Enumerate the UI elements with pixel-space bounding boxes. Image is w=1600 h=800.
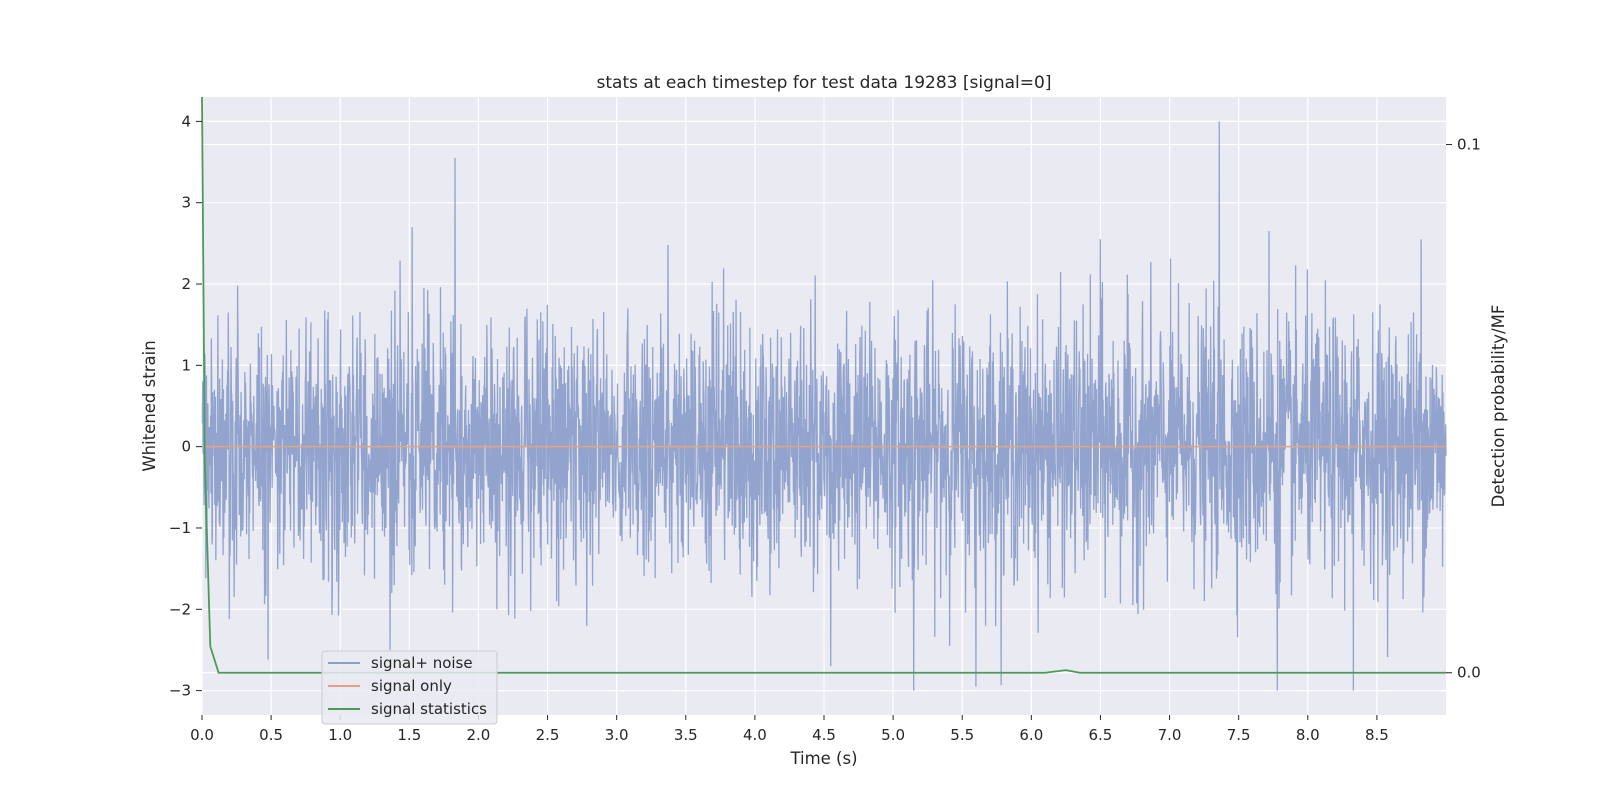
x-tick-label-13: 6.5 bbox=[1089, 726, 1113, 744]
y-right-tick-labels: 0.0 0.1 bbox=[1446, 136, 1481, 682]
x-axis-label: Time (s) bbox=[789, 749, 857, 768]
y-tick-labels: −3 −2 −1 0 1 2 3 4 bbox=[169, 112, 202, 700]
x-tick-label-5: 2.5 bbox=[536, 726, 560, 744]
y-tick-label-6: 3 bbox=[181, 194, 191, 212]
chart-title: stats at each timestep for test data 192… bbox=[597, 73, 1052, 93]
y-tick-label-1: −2 bbox=[169, 600, 191, 618]
y-tick-label-0: −3 bbox=[169, 682, 191, 700]
signal-statistics-series bbox=[201, 96, 1446, 674]
x-tick-label-8: 4.0 bbox=[743, 726, 767, 744]
x-tick-label-10: 5.0 bbox=[881, 726, 905, 744]
yright-tick-label-1: 0.1 bbox=[1457, 136, 1481, 154]
x-tick-label-11: 5.5 bbox=[950, 726, 974, 744]
x-tick-labels: 0.0 0.5 1.0 1.5 2.0 2.5 3.0 3.5 4.0 4.5 5.0 5.5 6.0 6… bbox=[190, 715, 1389, 744]
legend-label-signal-statistics: signal statistics bbox=[371, 700, 487, 718]
y-tick-label-3: 0 bbox=[181, 438, 191, 456]
y-axis-label: Whitened strain bbox=[140, 340, 159, 471]
x-tick-label-17: 8.5 bbox=[1365, 726, 1389, 744]
x-tick-label-14: 7.0 bbox=[1158, 726, 1182, 744]
legend: signal+ noise signal only signal statist… bbox=[321, 650, 498, 725]
x-tick-label-16: 8.0 bbox=[1296, 726, 1320, 744]
x-tick-label-9: 4.5 bbox=[812, 726, 836, 744]
x-tick-label-6: 3.0 bbox=[605, 726, 629, 744]
yright-tick-label-0: 0.0 bbox=[1457, 664, 1481, 682]
series-line-signal-statistics bbox=[201, 96, 1446, 674]
y-right-axis-label: Detection probability/MF bbox=[1489, 305, 1508, 508]
y-tick-label-2: −1 bbox=[169, 519, 191, 537]
x-tick-label-0: 0.0 bbox=[190, 726, 214, 744]
x-tick-label-4: 2.0 bbox=[467, 726, 491, 744]
signal-noise-series bbox=[201, 121, 1447, 691]
x-tick-label-7: 3.5 bbox=[674, 726, 698, 744]
legend-label-signal-noise: signal+ noise bbox=[371, 654, 473, 672]
y-tick-label-5: 2 bbox=[181, 275, 191, 293]
legend-box bbox=[321, 650, 498, 725]
legend-label-signal-only: signal only bbox=[371, 677, 452, 695]
y-tick-label-4: 1 bbox=[181, 356, 191, 374]
x-tick-label-15: 7.5 bbox=[1227, 726, 1251, 744]
x-tick-label-3: 1.5 bbox=[397, 726, 421, 744]
series-line-signal-noise bbox=[201, 121, 1447, 691]
y-tick-label-7: 4 bbox=[181, 112, 191, 130]
x-tick-label-2: 1.0 bbox=[328, 726, 352, 744]
x-tick-label-12: 6.0 bbox=[1019, 726, 1043, 744]
x-tick-label-1: 0.5 bbox=[259, 726, 283, 744]
